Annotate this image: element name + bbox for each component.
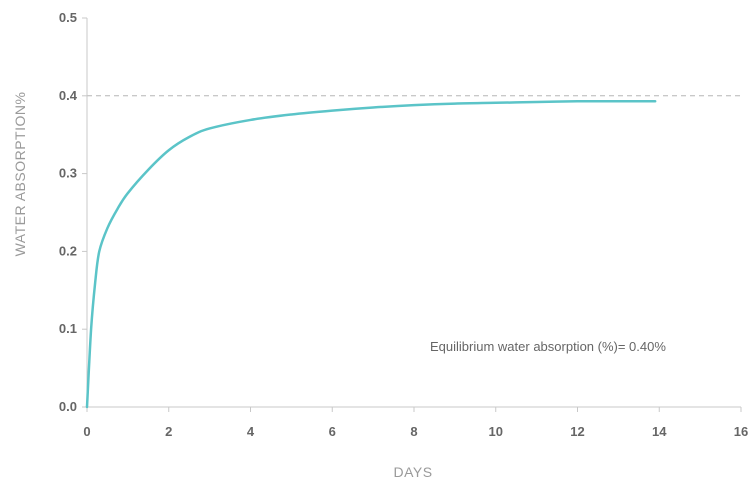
x-tick-label: 2 bbox=[165, 424, 172, 439]
x-tick-label: 8 bbox=[410, 424, 417, 439]
x-axis-title: DAYS bbox=[393, 464, 432, 480]
y-tick-label: 0.5 bbox=[59, 10, 77, 25]
equilibrium-annotation: Equilibrium water absorption (%)= 0.40% bbox=[430, 339, 666, 354]
y-tick-label: 0.3 bbox=[59, 166, 77, 181]
y-axis-title: WATER ABSORPTION% bbox=[12, 92, 28, 257]
x-tick-label: 10 bbox=[489, 424, 503, 439]
series-line-0 bbox=[85, 99, 657, 409]
x-tick-label: 6 bbox=[329, 424, 336, 439]
x-tick-label: 0 bbox=[83, 424, 90, 439]
x-tick-label: 14 bbox=[652, 424, 667, 439]
y-tick-label: 0.4 bbox=[59, 88, 78, 103]
plot-area: 0.0 0.1 0.2 0.3 0.4 0.5 0 2 4 6 8 10 12 14 16 bbox=[59, 10, 748, 439]
x-tick-label: 4 bbox=[247, 424, 255, 439]
y-tick-label: 0.2 bbox=[59, 243, 77, 258]
x-tick-label: 16 bbox=[734, 424, 748, 439]
x-tick-label: 12 bbox=[570, 424, 584, 439]
y-tick-label: 0.1 bbox=[59, 321, 77, 336]
y-tick-label: 0.0 bbox=[59, 399, 77, 414]
